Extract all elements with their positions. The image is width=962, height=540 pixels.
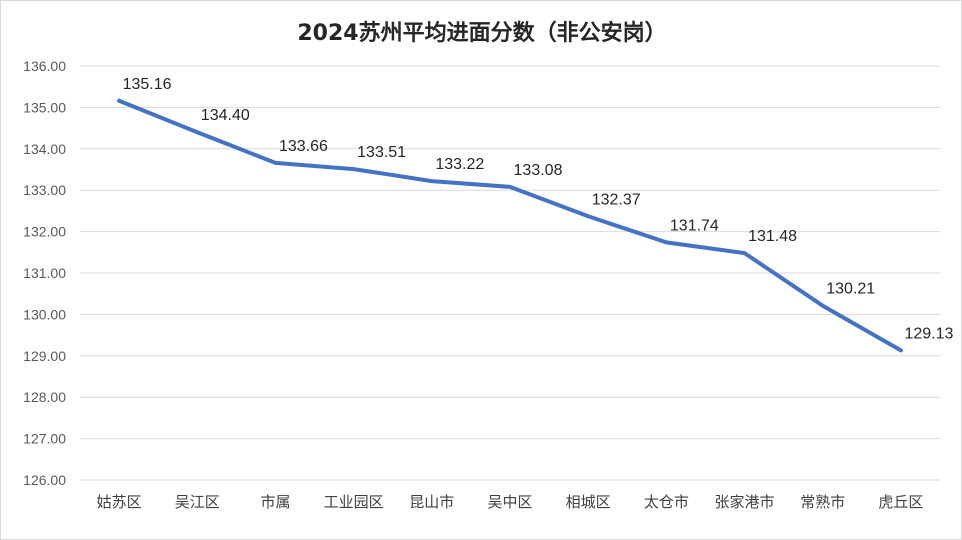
x-category-label: 姑苏区 xyxy=(97,493,142,511)
data-label: 131.74 xyxy=(670,217,719,234)
data-label: 129.13 xyxy=(904,325,953,342)
data-label: 135.16 xyxy=(123,76,172,93)
data-labels: 135.16 134.40 133.66 133.51 133.22 133.08 132.… xyxy=(123,76,954,343)
series-line xyxy=(117,98,903,353)
y-axis-ticks: 126.00 127.00 128.00 129.00 130.00 131.00 132.… xyxy=(23,58,66,488)
data-label: 132.37 xyxy=(592,191,641,208)
data-label: 133.66 xyxy=(279,138,328,155)
y-tick-label: 129.00 xyxy=(23,348,66,364)
y-tick-label: 134.00 xyxy=(23,141,66,157)
x-category-label: 吴江区 xyxy=(175,493,220,511)
chart-title: 2024苏州平均进面分数（非公安岗） xyxy=(297,21,667,46)
y-tick-label: 132.00 xyxy=(23,224,66,240)
y-tick-label: 130.00 xyxy=(23,306,66,322)
x-category-label: 吴中区 xyxy=(487,493,532,511)
y-tick-label: 127.00 xyxy=(23,431,66,447)
series-line-group xyxy=(117,98,903,353)
x-category-label: 太仓市 xyxy=(644,493,689,511)
data-label: 133.08 xyxy=(514,162,563,179)
gridlines xyxy=(80,65,940,481)
x-category-label: 常熟市 xyxy=(800,493,845,511)
data-label: 131.48 xyxy=(748,228,797,245)
y-tick-label: 135.00 xyxy=(23,99,66,115)
y-tick-label: 126.00 xyxy=(23,472,66,488)
x-category-label: 市属 xyxy=(260,493,290,511)
x-axis-categories: 姑苏区 吴江区 市属 工业园区 昆山市 吴中区 相城区 太仓市 张家港市 常熟市 虎丘区 xyxy=(97,493,924,511)
x-category-label: 相城区 xyxy=(566,493,611,511)
y-tick-label: 133.00 xyxy=(23,182,66,198)
y-tick-label: 128.00 xyxy=(23,389,66,405)
data-label: 134.40 xyxy=(201,107,250,124)
data-label: 133.22 xyxy=(435,156,484,173)
data-label: 133.51 xyxy=(357,144,406,161)
x-category-label: 虎丘区 xyxy=(878,493,923,511)
data-label: 130.21 xyxy=(826,281,875,298)
y-tick-label: 131.00 xyxy=(23,265,66,281)
y-tick-label: 136.00 xyxy=(23,58,66,74)
x-category-label: 张家港市 xyxy=(715,493,775,511)
x-category-label: 昆山市 xyxy=(409,493,454,511)
x-category-label: 工业园区 xyxy=(324,493,384,511)
